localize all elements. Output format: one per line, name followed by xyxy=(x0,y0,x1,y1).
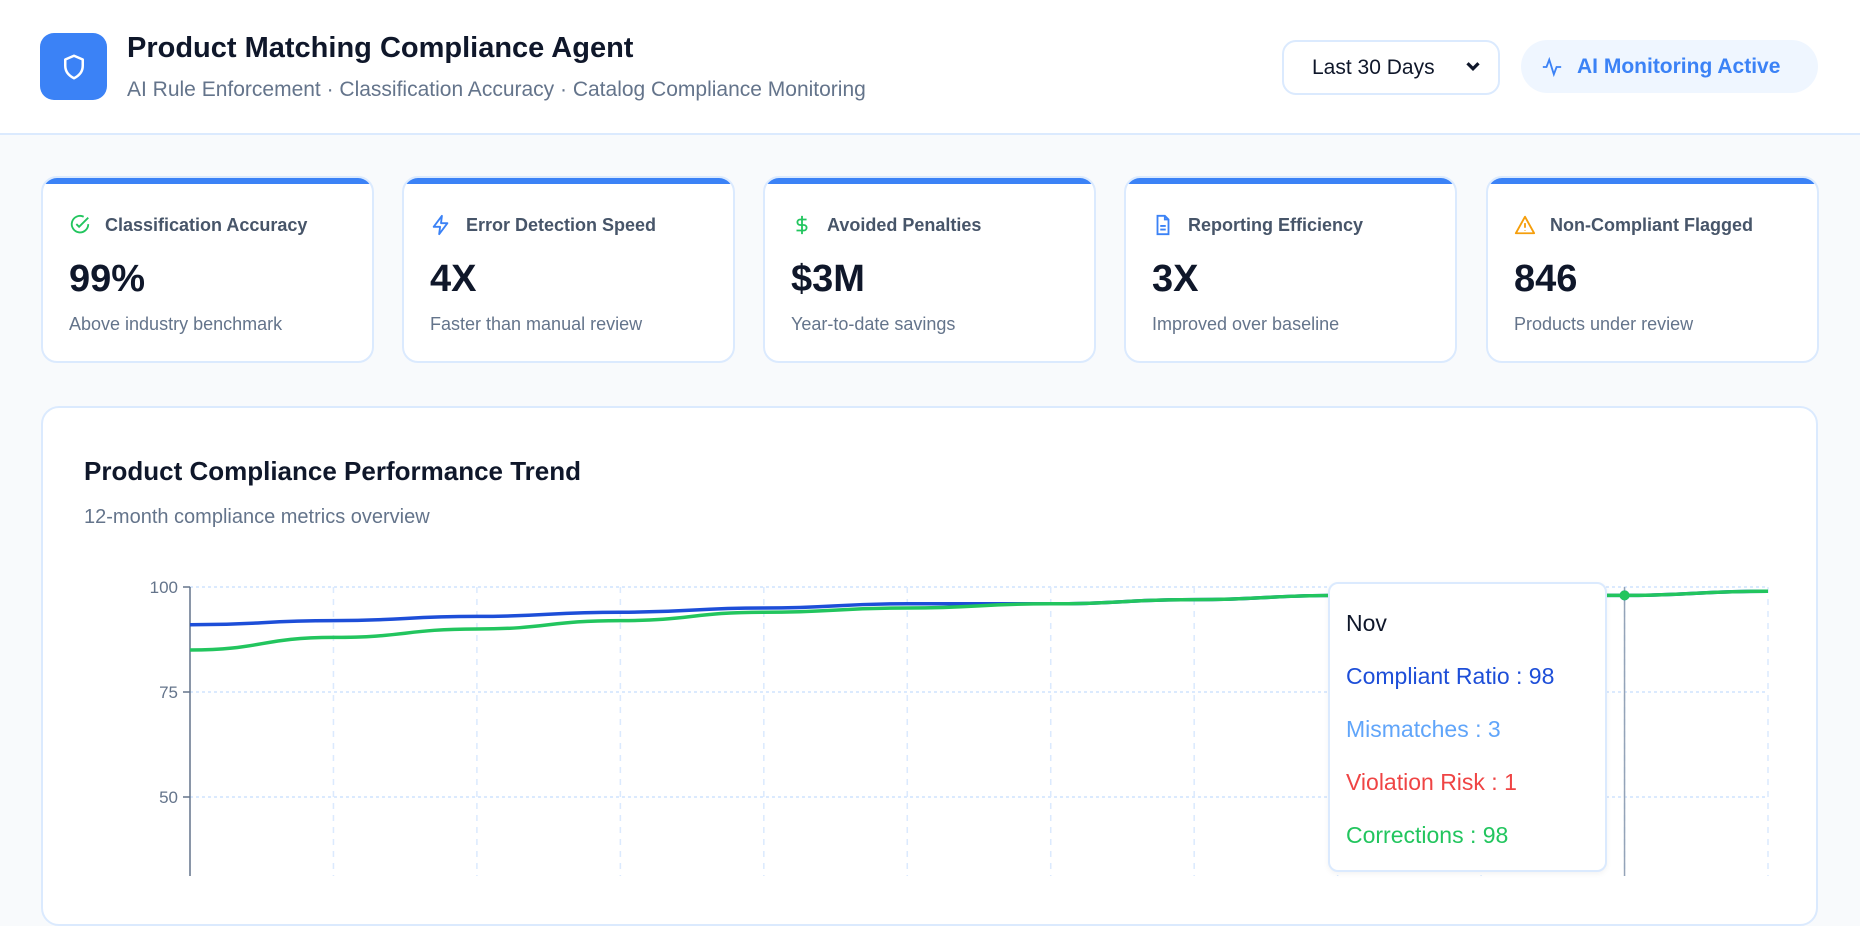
status-badge-label: AI Monitoring Active xyxy=(1577,54,1781,78)
status-badge: AI Monitoring Active xyxy=(1521,40,1818,93)
shield-icon xyxy=(40,33,107,100)
header: Product Matching Compliance Agent AI Rul… xyxy=(0,0,1860,135)
check-circle-icon xyxy=(70,215,90,234)
zap-icon xyxy=(432,214,449,236)
dollar-icon xyxy=(796,215,808,235)
kpi-card-non-compliant-flagged: Non-Compliant Flagged 846 Products under… xyxy=(1486,176,1819,363)
y-tick-label: 75 xyxy=(159,683,178,702)
y-tick-label: 100 xyxy=(150,578,178,597)
kpi-label: Classification Accuracy xyxy=(105,214,308,235)
document-icon xyxy=(1156,214,1170,236)
kpi-value: 3X xyxy=(1152,258,1199,300)
kpi-value: 4X xyxy=(430,258,477,300)
kpi-value: 846 xyxy=(1514,258,1578,300)
kpi-note: Above industry benchmark xyxy=(69,314,283,334)
kpi-card-error-detection-speed: Error Detection Speed 4X Faster than man… xyxy=(402,176,735,363)
kpi-label: Error Detection Speed xyxy=(466,214,657,235)
tooltip-item-violation-risk: Violation Risk : 1 xyxy=(1346,769,1517,795)
kpi-value: 99% xyxy=(69,258,146,300)
tooltip-item-mismatches: Mismatches : 3 xyxy=(1346,716,1501,742)
tooltip-item-compliant-ratio: Compliant Ratio : 98 xyxy=(1346,663,1555,689)
kpi-label: Avoided Penalties xyxy=(827,214,982,235)
active-dot xyxy=(1619,590,1630,601)
chart-tooltip: Nov Compliant Ratio : 98 Mismatches : 3 … xyxy=(1328,582,1607,872)
kpi-note: Products under review xyxy=(1514,314,1694,334)
kpi-card-reporting-efficiency: Reporting Efficiency 3X Improved over ba… xyxy=(1124,176,1457,363)
kpi-note: Improved over baseline xyxy=(1152,314,1340,334)
kpi-note: Year-to-date savings xyxy=(791,314,956,334)
date-range-select[interactable]: Last 30 Days xyxy=(1282,40,1500,95)
kpi-label: Reporting Efficiency xyxy=(1188,214,1364,235)
alert-triangle-icon xyxy=(1514,215,1536,235)
kpi-value: $3M xyxy=(791,258,865,300)
chevron-down-icon xyxy=(1466,62,1480,72)
chart-title: Product Compliance Performance Trend xyxy=(84,456,582,486)
kpi-label: Non-Compliant Flagged xyxy=(1550,214,1753,235)
y-tick-label: 50 xyxy=(159,788,178,807)
kpi-card-classification-accuracy: Classification Accuracy 99% Above indust… xyxy=(41,176,374,363)
date-range-value: Last 30 Days xyxy=(1312,55,1435,79)
chart-subtitle: 12-month compliance metrics overview xyxy=(84,506,430,528)
tooltip-category: Nov xyxy=(1346,610,1387,636)
kpi-note: Faster than manual review xyxy=(430,314,643,334)
activity-icon xyxy=(1542,56,1562,77)
page-title: Product Matching Compliance Agent xyxy=(127,32,634,64)
tooltip-item-corrections: Corrections : 98 xyxy=(1346,822,1509,848)
kpi-card-avoided-penalties: Avoided Penalties $3M Year-to-date savin… xyxy=(763,176,1096,363)
page-subtitle: AI Rule Enforcement · Classification Acc… xyxy=(127,78,866,101)
